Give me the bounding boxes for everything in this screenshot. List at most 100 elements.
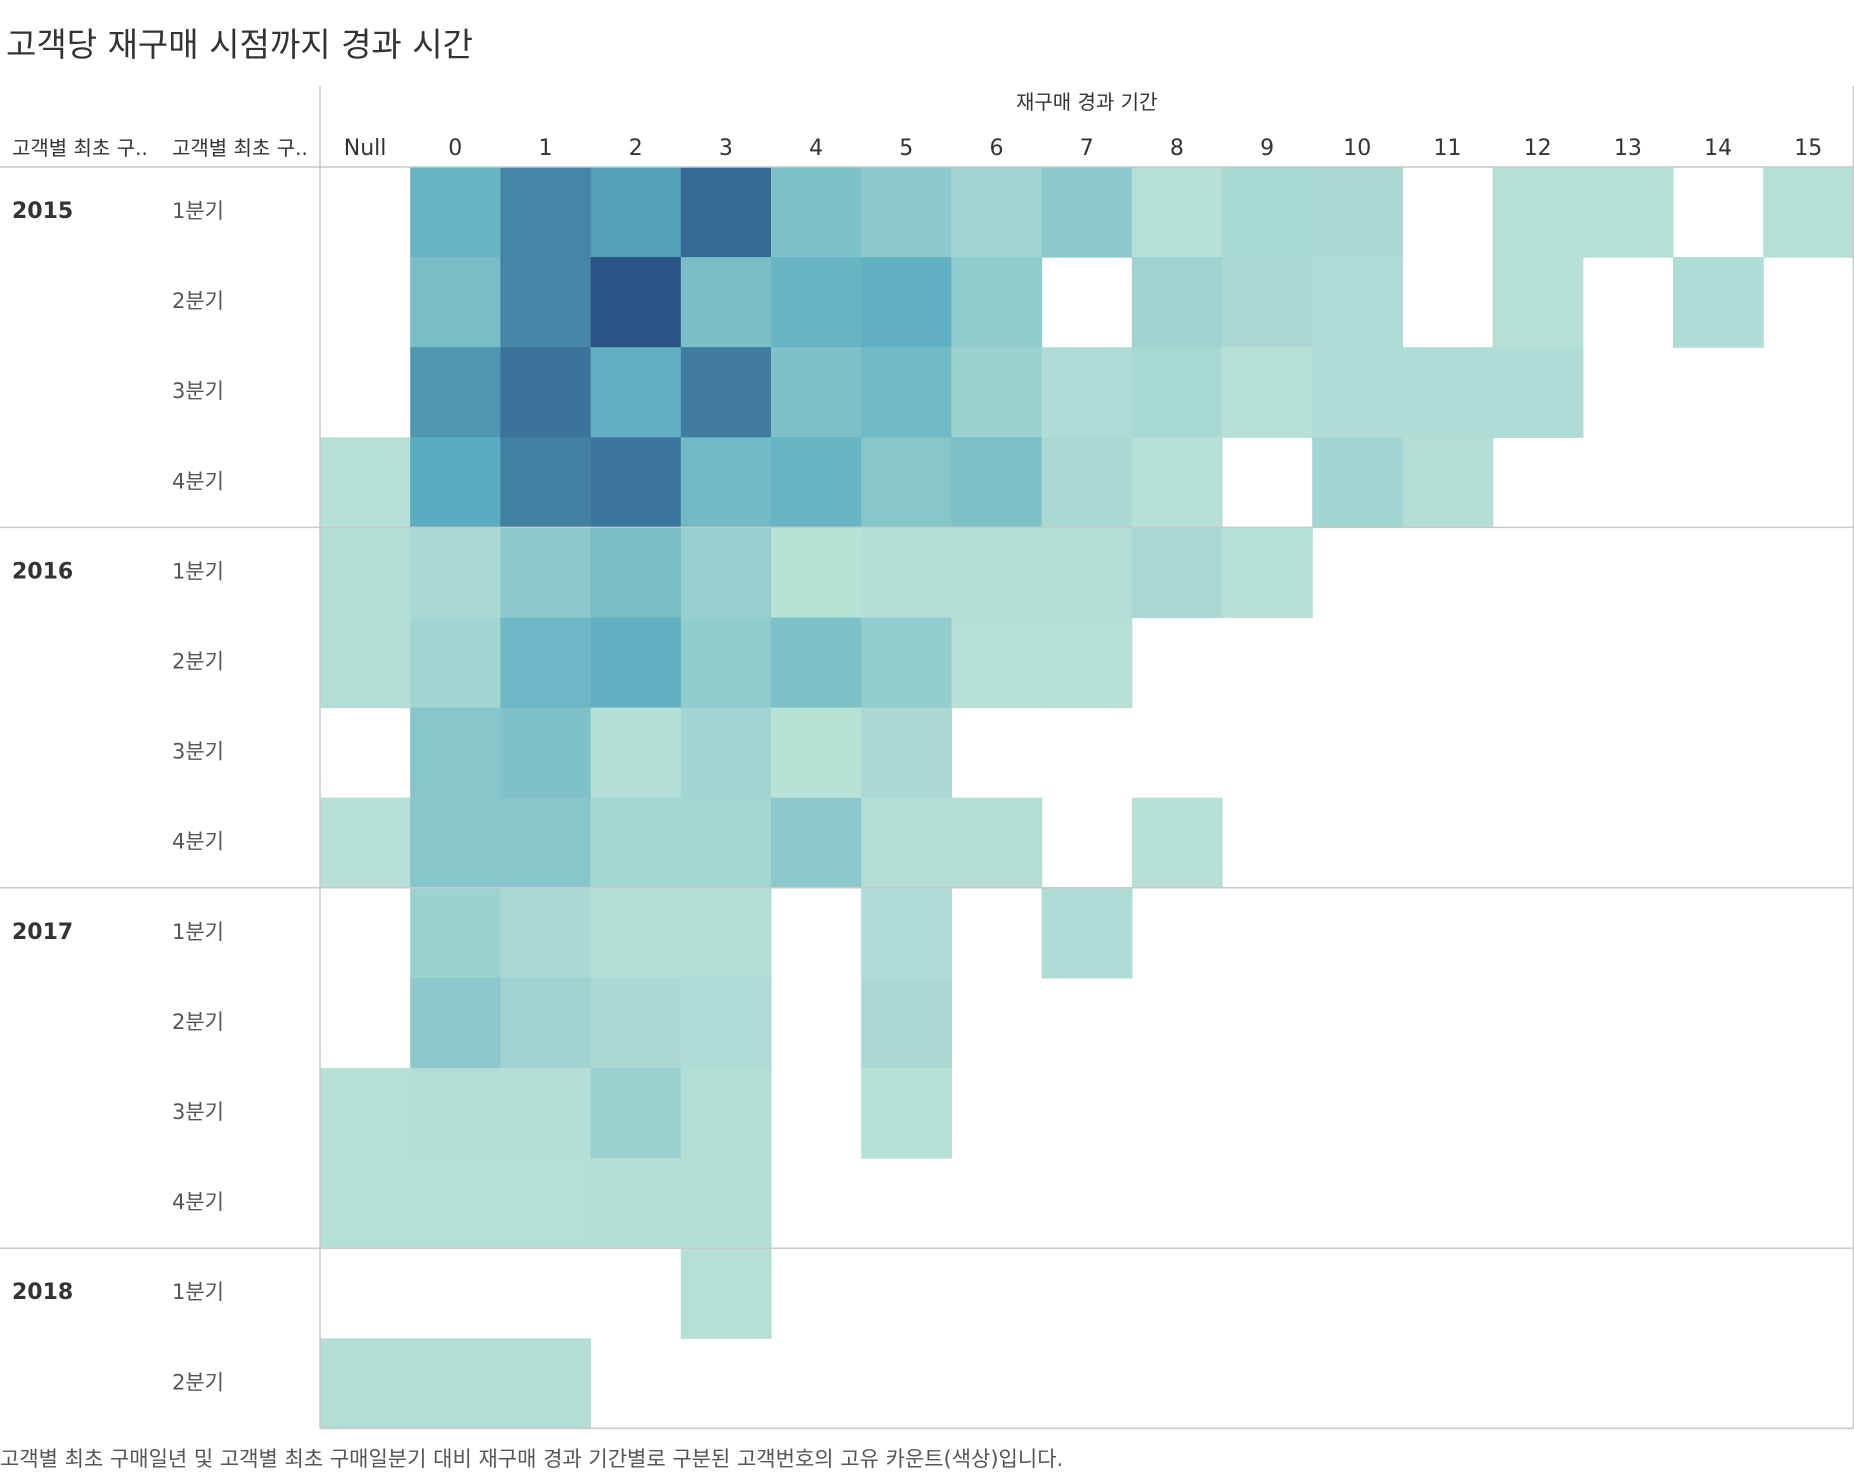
heatmap-cell <box>500 1158 592 1249</box>
heatmap-cell <box>1131 527 1223 619</box>
heatmap-cell <box>1222 167 1313 258</box>
column-group-label: 재구매 경과 기간 <box>1016 90 1158 114</box>
heatmap-cell <box>861 527 952 619</box>
heatmap-cell <box>500 257 592 348</box>
heatmap-cell <box>500 437 592 528</box>
heatmap-cell <box>410 1338 501 1429</box>
column-label: 1 <box>539 136 553 161</box>
heatmap-cell <box>1312 257 1403 348</box>
quarter-label: 3분기 <box>172 379 224 403</box>
heatmap-cell <box>410 347 501 438</box>
heatmap-cell <box>680 527 772 619</box>
quarter-label: 2분기 <box>172 289 224 313</box>
heatmap-cell <box>771 617 862 709</box>
heatmap-cell <box>1131 257 1223 348</box>
heatmap-cell <box>1222 527 1313 619</box>
column-label: 6 <box>990 136 1004 161</box>
heatmap-cell <box>861 437 952 528</box>
heatmap-cell <box>680 347 772 438</box>
heatmap-cell <box>680 887 772 979</box>
heatmap-cell <box>771 437 862 528</box>
heatmap-cell <box>410 887 501 979</box>
heatmap-cell <box>771 257 862 348</box>
quarter-label: 1분기 <box>172 920 224 944</box>
heatmap-cell <box>590 1158 682 1249</box>
row-header-label: 고객별 최초 구.. <box>12 136 148 160</box>
heatmap-cell <box>1402 347 1494 438</box>
heatmap-cell <box>1041 347 1133 438</box>
heatmap-cell <box>1312 347 1403 438</box>
heatmap-cell <box>1041 617 1133 709</box>
year-label: 2015 <box>12 199 73 224</box>
heatmap-cell <box>500 977 592 1069</box>
heatmap-cell <box>410 1158 501 1249</box>
column-label: 10 <box>1343 136 1371 161</box>
heatmap-cell <box>771 707 862 799</box>
heatmap-cell <box>320 797 411 889</box>
chart-caption: 고객별 최초 구매일년 및 고객별 최초 구매일분기 대비 재구매 경과 기간별… <box>0 1447 1064 1471</box>
heatmap-cell <box>680 437 772 528</box>
heatmap-cell <box>1582 167 1674 258</box>
quarter-label: 4분기 <box>172 830 224 854</box>
quarter-label: 2분기 <box>172 1370 224 1394</box>
heatmap-cell <box>1402 437 1494 528</box>
heatmap-cell <box>590 887 682 979</box>
column-label: Null <box>344 136 387 161</box>
heatmap-cell <box>771 167 862 258</box>
heatmap-cell <box>951 257 1043 348</box>
heatmap-cell <box>410 977 501 1069</box>
heatmap-cell <box>1763 167 1854 258</box>
heatmap-cell <box>590 347 682 438</box>
heatmap-cell <box>951 797 1043 889</box>
year-label: 2018 <box>12 1280 73 1305</box>
heatmap-cell <box>500 887 592 979</box>
heatmap-cells <box>320 167 1854 1429</box>
heatmap-cell <box>320 1068 411 1159</box>
column-label: 8 <box>1170 136 1184 161</box>
page-title: 고객당 재구매 시점까지 경과 시간 <box>6 25 473 64</box>
column-label: 14 <box>1704 136 1732 161</box>
heatmap-cell <box>590 1068 682 1159</box>
heatmap-cell <box>680 797 772 889</box>
heatmap-cell <box>500 617 592 709</box>
quarter-label: 3분기 <box>172 740 224 764</box>
column-label: 0 <box>448 136 462 161</box>
heatmap-cell <box>410 1068 501 1159</box>
heatmap-cell <box>861 617 952 709</box>
heatmap-cell <box>861 707 952 799</box>
column-label: 13 <box>1614 136 1642 161</box>
heatmap-cell <box>861 797 952 889</box>
quarter-label: 2분기 <box>172 1010 224 1034</box>
heatmap-cell <box>680 257 772 348</box>
heatmap-cell <box>1131 437 1223 528</box>
heatmap-cell <box>861 887 952 979</box>
heatmap-cell <box>1041 167 1133 258</box>
heatmap-cell <box>500 707 592 799</box>
heatmap-cell <box>680 167 772 258</box>
heatmap-cell <box>500 1068 592 1159</box>
heatmap-cell <box>590 707 682 799</box>
quarter-label: 1분기 <box>172 1280 224 1304</box>
heatmap-cell <box>1312 167 1403 258</box>
row-header-label: 고객별 최초 구.. <box>172 136 308 160</box>
heatmap-grid <box>0 86 1854 1430</box>
quarter-label: 2분기 <box>172 650 224 674</box>
heatmap-cell <box>1492 347 1584 438</box>
heatmap-cell <box>1131 347 1223 438</box>
heatmap-cell <box>590 167 682 258</box>
heatmap-cell <box>320 1338 411 1429</box>
heatmap-cell <box>410 527 501 619</box>
column-label: 4 <box>809 136 823 161</box>
column-label: 5 <box>899 136 913 161</box>
year-label: 2017 <box>12 920 73 945</box>
heatmap-cell <box>1041 887 1133 979</box>
heatmap-cell <box>680 1068 772 1159</box>
heatmap-cell <box>1312 437 1403 528</box>
heatmap-cell <box>1492 257 1584 348</box>
heatmap-cell <box>1673 257 1764 348</box>
quarter-label: 1분기 <box>172 559 224 583</box>
heatmap-cell <box>590 257 682 348</box>
quarter-label: 4분기 <box>172 469 224 493</box>
